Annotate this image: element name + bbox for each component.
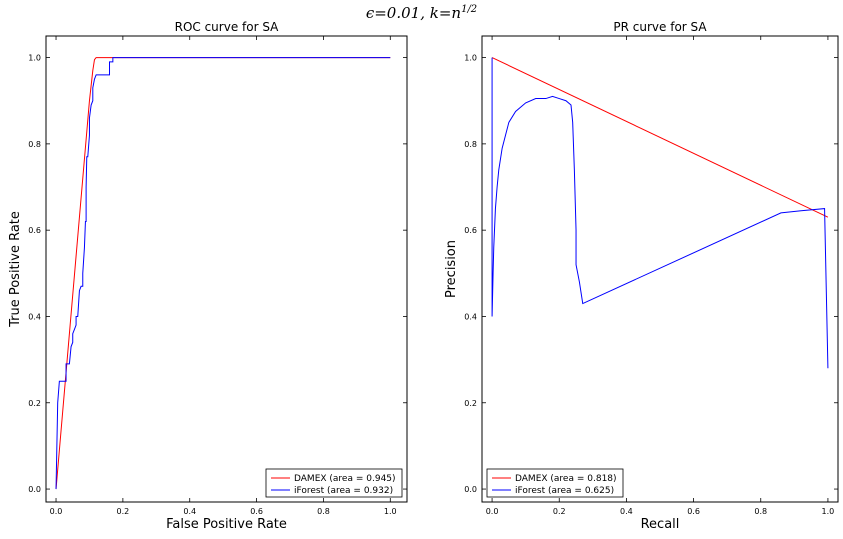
pr-y-tick-label: 1.0: [464, 54, 477, 63]
epsilon-value: =0.01,: [374, 4, 430, 22]
figure-suptitle: ϵ=0.01, k=n1/2: [0, 4, 843, 22]
roc-legend-label-damex: DAMEX (area = 0.945): [294, 474, 396, 484]
pr-x-tick-label: 0.6: [687, 507, 700, 516]
roc-x-tick-label: 0.8: [317, 507, 330, 516]
pr-y-tick-label: 0.8: [464, 140, 477, 149]
roc-x-tick-label: 0.0: [50, 507, 63, 516]
roc-legend: DAMEX (area = 0.945) iForest (area = 0.93…: [265, 468, 403, 498]
pr-series-line-iforest: [491, 57, 829, 369]
roc-x-tick-label: 0.4: [183, 507, 196, 516]
pr-legend-box: [486, 468, 624, 498]
roc-chart: 0.0 0.2 0.4 0.6 0.8 1.0 0.0 0.2 0.4 0.6 0.8 1.0 ROC …: [8, 20, 408, 532]
roc-series-line-iforest: [55, 57, 391, 490]
k-symbol: k: [429, 4, 439, 22]
pr-chart-title: PR curve for SA: [613, 20, 707, 34]
pr-x-tick-label: 0.0: [486, 507, 499, 516]
roc-x-tick-label: 1.0: [384, 507, 397, 516]
roc-y-tick-label: 1.0: [28, 54, 41, 63]
pr-legend-label-damex: DAMEX (area = 0.818): [515, 474, 617, 484]
roc-y-tick-label: 0.6: [28, 226, 41, 235]
roc-y-tick-label: 0.8: [28, 140, 41, 149]
roc-legend-label-iforest: iForest (area = 0.932): [294, 486, 393, 496]
pr-x-tick-label: 1.0: [822, 507, 835, 516]
pr-chart: 0.0 0.2 0.4 0.6 0.8 1.0 0.0 0.2 0.4 0.6 0.8 1.0 PR c…: [444, 20, 839, 532]
pr-y-tick-label: 0.6: [464, 226, 477, 235]
pr-x-tick-label: 0.4: [620, 507, 633, 516]
roc-plot-frame: [45, 35, 408, 503]
epsilon-symbol: ϵ: [365, 4, 375, 22]
roc-x-tick-label: 0.6: [250, 507, 263, 516]
pr-series-line-damex: [491, 57, 829, 218]
roc-legend-box: [265, 468, 403, 498]
pr-y-tick-label: 0.4: [464, 312, 477, 321]
pr-plot-frame: [481, 35, 839, 503]
roc-chart-title: ROC curve for SA: [175, 20, 280, 34]
roc-series-line-damex: [55, 57, 391, 490]
roc-y-tick-label: 0.2: [28, 399, 41, 408]
roc-y-tick-label: 0.4: [28, 312, 41, 321]
k-exponent: 1/2: [461, 4, 478, 15]
roc-y-tick-label: 0.0: [28, 485, 41, 494]
pr-legend: DAMEX (area = 0.818) iForest (area = 0.62…: [486, 468, 624, 498]
pr-y-tick-label: 0.0: [464, 485, 477, 494]
pr-legend-label-iforest: iForest (area = 0.625): [515, 486, 614, 496]
pr-x-tick-label: 0.8: [754, 507, 767, 516]
k-value: =n: [438, 4, 462, 22]
roc-x-axis-label: False Positive Rate: [166, 517, 287, 532]
pr-x-tick-label: 0.2: [553, 507, 566, 516]
pr-y-axis-label: Precision: [444, 240, 459, 298]
pr-x-axis-label: Recall: [641, 517, 680, 532]
roc-x-tick-label: 0.2: [117, 507, 130, 516]
pr-y-tick-label: 0.2: [464, 399, 477, 408]
roc-y-axis-label: True Positive Rate: [8, 211, 23, 328]
